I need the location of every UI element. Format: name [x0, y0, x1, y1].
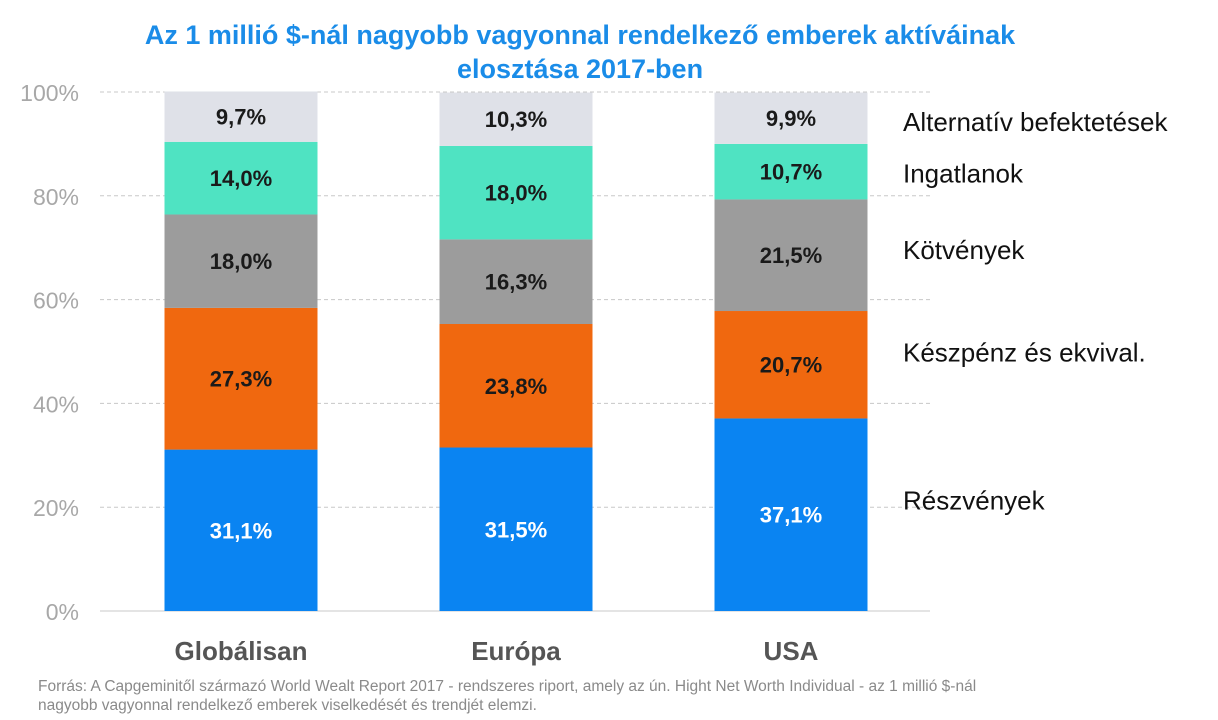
y-tick-label-100: 100% — [20, 80, 79, 106]
x-tick-label-1: Európa — [471, 636, 561, 666]
bar-segment-0-3 — [164, 141, 318, 215]
data-label-2-2: 21,5% — [760, 243, 822, 268]
chart-title-line-1: Az 1 millió $-nál nagyobb vagyonnal rend… — [144, 20, 1016, 50]
bar-segment-1-0 — [439, 447, 593, 611]
data-label-1-4: 10,3% — [485, 107, 547, 132]
y-tick-label-20: 20% — [33, 495, 79, 521]
data-label-2-3: 10,7% — [760, 160, 822, 185]
bar-segment-2-2 — [714, 199, 868, 312]
y-tick-label-80: 80% — [33, 184, 79, 210]
bar-segment-0-2 — [164, 214, 318, 308]
data-label-2-4: 9,9% — [766, 106, 816, 131]
bar-segment-2-1 — [714, 311, 868, 419]
chart-title-line-2: elosztása 2017-ben — [456, 54, 704, 84]
source-note-line-1: Forrás: A Capgeminitől származó World We… — [38, 678, 977, 695]
data-label-2-1: 20,7% — [760, 353, 822, 378]
y-tick-label-0: 0% — [46, 599, 79, 625]
data-label-0-2: 18,0% — [210, 249, 272, 274]
bar-segment-1-4 — [439, 92, 593, 146]
data-label-2-0: 37,1% — [760, 503, 822, 528]
x-axis: Globálisan Európa USA — [175, 636, 819, 666]
bar-segment-2-4 — [714, 92, 868, 144]
legend-label-1: Készpénz és ekvival. — [903, 338, 1146, 368]
bar-segment-0-1 — [164, 307, 318, 450]
data-label-0-4: 9,7% — [216, 105, 266, 130]
source-note: Forrás: A Capgeminitől származó World We… — [38, 677, 1158, 715]
y-axis: 0% 20% 40% 60% 80% 100% — [20, 80, 79, 625]
legend-label-2: Kötvények — [903, 235, 1025, 265]
bar-segment-2-3 — [714, 143, 868, 200]
bar-segment-1-2 — [439, 239, 593, 324]
legend-label-4: Alternatív befektetések — [903, 107, 1168, 137]
data-label-1-0: 31,5% — [485, 517, 547, 542]
data-label-0-1: 27,3% — [210, 367, 272, 392]
data-label-1-3: 18,0% — [485, 181, 547, 206]
data-label-1-1: 23,8% — [485, 374, 547, 399]
source-note-line-2: nagyobb vagyonnal rendelkező emberek vis… — [38, 697, 537, 714]
x-tick-label-0: Globálisan — [175, 636, 308, 666]
data-label-0-3: 14,0% — [210, 166, 272, 191]
x-tick-label-2: USA — [764, 636, 819, 666]
bar-segment-2-0 — [714, 418, 868, 611]
bar-segment-1-1 — [439, 323, 593, 448]
bar-segment-0-0 — [164, 449, 318, 611]
data-label-0-0: 31,1% — [210, 518, 272, 543]
legend-label-3: Ingatlanok — [903, 159, 1024, 189]
bar-segment-1-3 — [439, 145, 593, 240]
bar-segment-0-4 — [164, 91, 318, 142]
legend-label-0: Részvények — [903, 486, 1046, 516]
y-tick-label-60: 60% — [33, 288, 79, 314]
chart-title: Az 1 millió $-nál nagyobb vagyonnal rend… — [0, 18, 1160, 86]
legend: Részvények Készpénz és ekvival. Kötvények I… — [903, 107, 1168, 516]
bars: 31,1% 27,3% 18,0% 14,0% 9,7% 31,5% 23,8% 16,3% 1… — [164, 91, 868, 611]
data-label-1-2: 16,3% — [485, 270, 547, 295]
y-tick-label-40: 40% — [33, 391, 79, 417]
